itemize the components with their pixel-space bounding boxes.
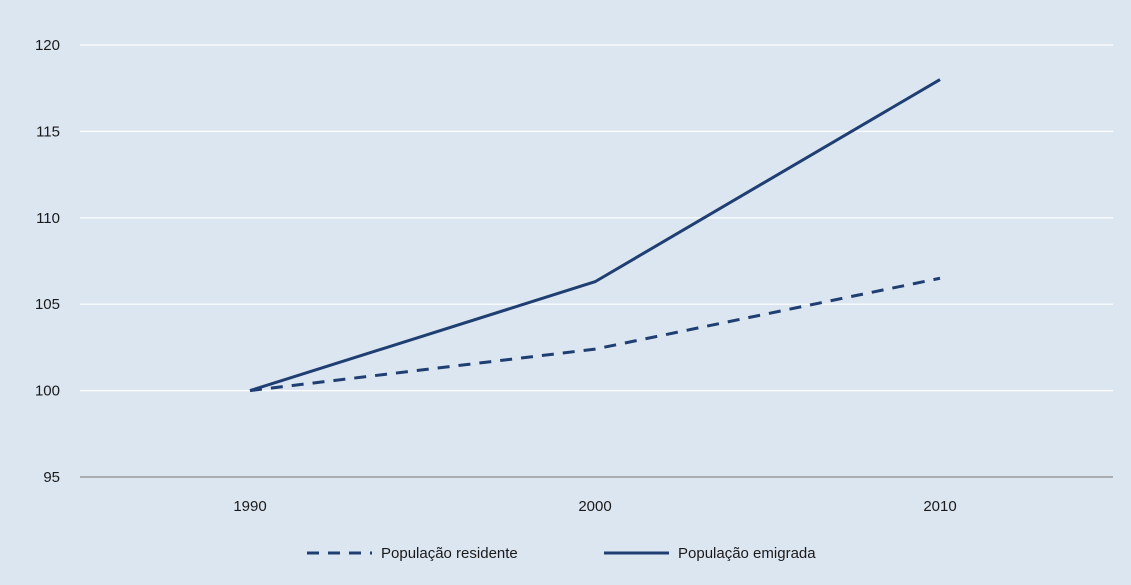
- x-tick-label: 2010: [923, 498, 956, 515]
- series-line-emigrada: [249, 78, 941, 393]
- legend-label: População residente: [381, 545, 518, 562]
- y-tick-label: 115: [36, 123, 60, 140]
- series-line-residente: [249, 276, 941, 393]
- legend-label: População emigrada: [678, 545, 816, 562]
- y-tick-label: 110: [36, 210, 60, 227]
- x-tick-label: 1990: [233, 498, 266, 515]
- x-axis-ticks: 1990 2000 2010: [233, 498, 956, 515]
- y-tick-label: 120: [35, 37, 60, 54]
- x-tick-label: 2000: [578, 498, 611, 515]
- y-tick-label: 95: [43, 469, 60, 486]
- y-tick-label: 100: [35, 383, 60, 400]
- y-tick-label: 105: [35, 296, 60, 313]
- y-axis-ticks: 95 100 105 110 115 120: [35, 37, 60, 486]
- gridlines: [80, 44, 1113, 392]
- series-lines: [249, 78, 941, 393]
- legend: População residente População emigrada: [307, 545, 816, 562]
